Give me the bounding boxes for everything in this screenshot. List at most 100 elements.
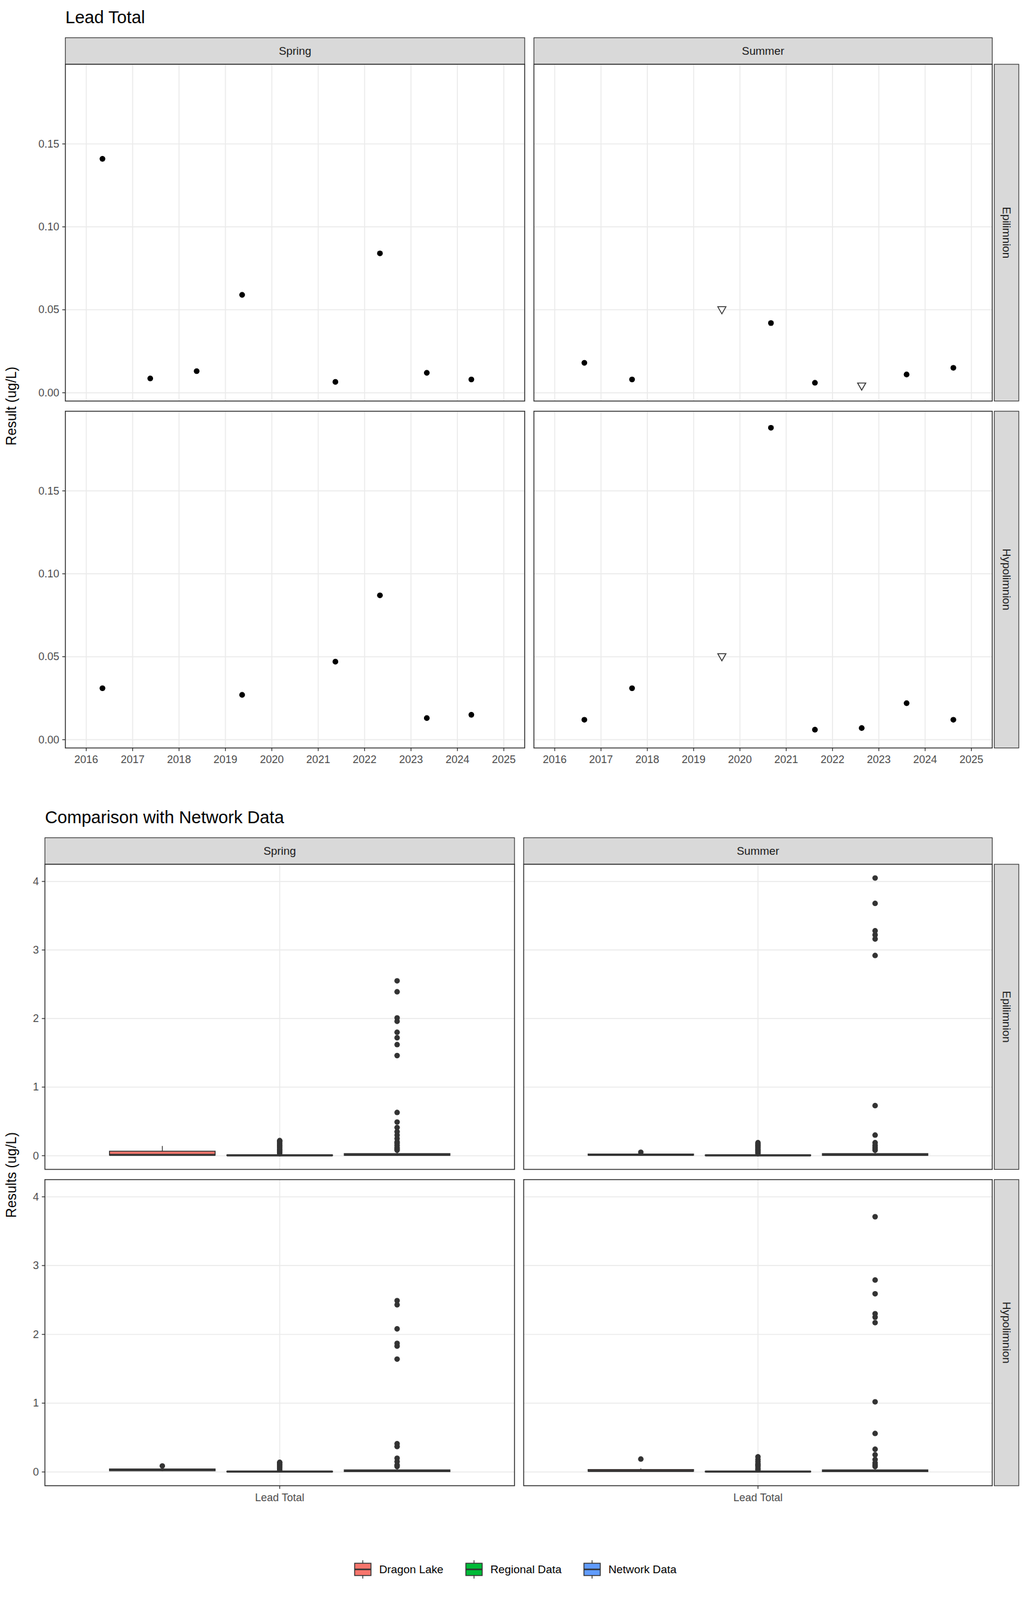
grid-line (534, 656, 993, 658)
point (423, 370, 430, 377)
legend-key-box (584, 1563, 601, 1577)
outlier (872, 1103, 878, 1109)
point (812, 379, 819, 386)
point (193, 368, 200, 375)
panel-frame (44, 1180, 515, 1487)
point (768, 320, 775, 327)
points (581, 306, 957, 391)
strip (994, 864, 1019, 1171)
point (239, 292, 246, 299)
chart-title: Lead Total (65, 7, 146, 27)
chart-canvas: Lead TotalResult (ug/L)SpringSummerEpili… (0, 0, 1029, 1600)
strip-label: Hypolimnion (1000, 1302, 1013, 1365)
outlier (394, 1341, 400, 1347)
tick-label: 0.00 (38, 734, 59, 747)
legend-label: Network Data (608, 1563, 678, 1577)
legend-label: Regional Data (490, 1563, 562, 1577)
tick-label: 2022 (352, 753, 377, 766)
grid-line (503, 64, 505, 402)
grid-line (785, 411, 787, 749)
grid-line (225, 64, 227, 402)
grid-line (554, 64, 556, 402)
outlier (394, 1441, 400, 1448)
outlier (394, 1298, 400, 1304)
grid-line (65, 573, 525, 575)
grid-line (785, 64, 787, 402)
strip-label: Hypolimnion (1000, 549, 1013, 611)
grid-line (456, 64, 458, 402)
point (858, 725, 865, 732)
tick-label: 1 (32, 1081, 39, 1094)
outlier (394, 1053, 400, 1059)
point (812, 727, 819, 734)
grid-line (410, 411, 412, 749)
panel-frame (523, 1180, 993, 1487)
grid-line (85, 411, 87, 749)
grid-line (600, 411, 602, 749)
legend-key-box (354, 1563, 371, 1577)
grid-line (65, 656, 525, 658)
point (99, 156, 106, 162)
strip-label: Spring (278, 44, 311, 58)
tick-label: 2021 (774, 753, 798, 766)
tick-label: 2019 (681, 753, 706, 766)
point (468, 376, 475, 383)
point (581, 360, 588, 367)
tick-label: 2023 (867, 753, 891, 766)
point (147, 375, 154, 382)
tick-label: 0 (32, 1466, 39, 1479)
grid-line (410, 64, 412, 402)
grid-line (534, 143, 993, 145)
grid-line (600, 64, 602, 402)
grid-line (65, 739, 525, 741)
strip (523, 837, 993, 865)
strip-label: Epilimnion (1000, 991, 1013, 1044)
tick-label: Lead Total (254, 1492, 305, 1505)
tick-label: 2024 (913, 753, 938, 766)
tick-label: 2017 (588, 753, 613, 766)
panel (534, 64, 993, 402)
point (903, 700, 910, 707)
box (109, 1469, 215, 1472)
legend-key-box (465, 1563, 482, 1577)
panel-background (44, 1180, 515, 1487)
outlier (394, 1125, 400, 1131)
outlier (394, 1015, 400, 1021)
grid-line (132, 64, 134, 402)
tick-label: 2021 (306, 753, 330, 766)
panel (523, 1180, 993, 1487)
outlier (872, 1132, 878, 1138)
outlier (872, 900, 878, 907)
boxes (588, 875, 928, 1157)
chart-title: Comparison with Network Data (44, 808, 285, 828)
outlier (394, 1035, 400, 1041)
tick-label: 2018 (167, 753, 192, 766)
point (376, 592, 383, 599)
outlier (872, 1311, 878, 1317)
legend-key (465, 1560, 482, 1580)
strip (994, 64, 1019, 402)
tick-label: 0.10 (38, 568, 59, 581)
tick-mark (757, 1486, 759, 1490)
outlier (872, 1291, 878, 1297)
point (423, 715, 430, 722)
outlier (394, 1357, 400, 1363)
panel (44, 1180, 515, 1487)
grid-line (503, 411, 505, 749)
grid-line (534, 392, 993, 394)
point (581, 716, 588, 723)
outlier (394, 1030, 400, 1036)
tick-label: 3 (32, 944, 39, 957)
grid-line (456, 411, 458, 749)
outlier (394, 1119, 400, 1125)
grid-line (317, 64, 320, 402)
tick-label: 0.15 (38, 485, 59, 498)
grid-line (225, 411, 227, 749)
outlier (755, 1454, 761, 1461)
grid-line (924, 411, 926, 749)
strip (44, 837, 515, 865)
panel (534, 411, 993, 749)
outlier (276, 1138, 283, 1144)
boxes (588, 1214, 928, 1474)
point (950, 716, 957, 723)
